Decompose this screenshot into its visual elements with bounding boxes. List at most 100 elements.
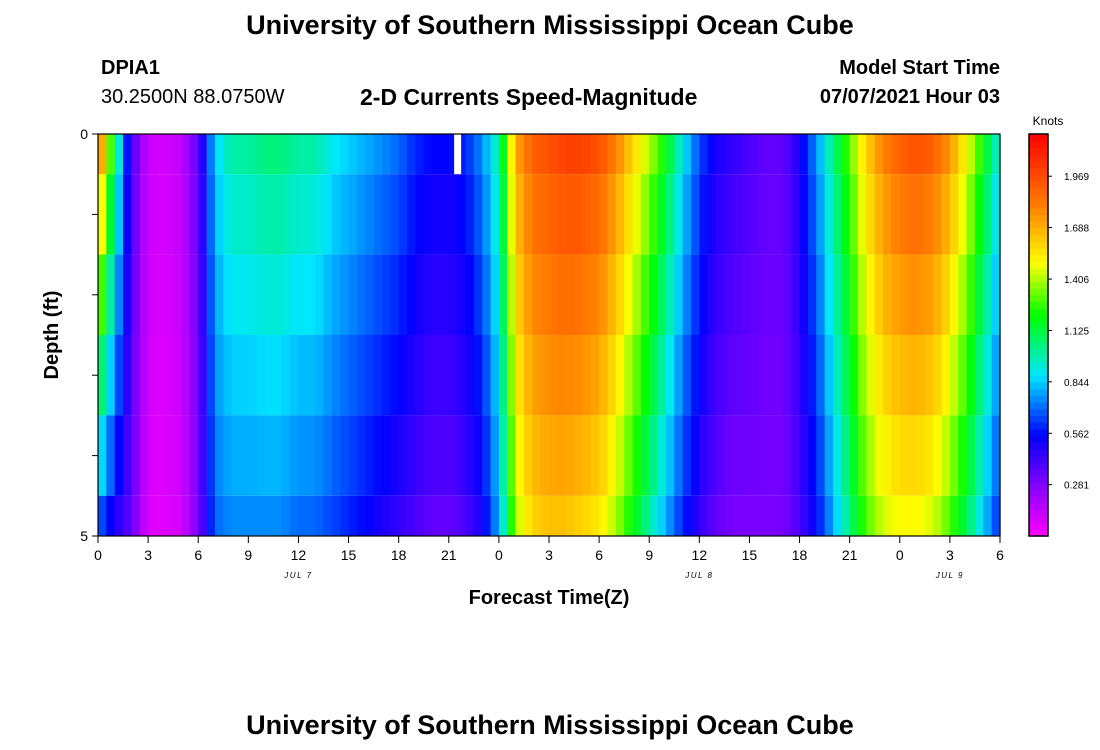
colorbar-segment [1029,214,1048,222]
heatmap-cell [632,335,642,416]
heatmap-cell [498,174,508,255]
heatmap-cell [323,254,333,335]
colorbar-segment [1029,462,1048,470]
heatmap-cell [690,335,700,416]
heatmap-cell [265,415,274,496]
heatmap-cell [181,174,191,255]
heatmap-cell [682,415,692,496]
heatmap-cell [398,335,408,416]
heatmap-cell [423,254,433,335]
heatmap-cell [640,495,650,536]
heatmap-cell [707,134,717,175]
heatmap-cell [883,495,893,536]
heatmap-cell [766,174,776,255]
heatmap-cell [690,174,700,255]
heatmap-cell [515,415,525,496]
heatmap-cell [574,415,584,496]
heatmap-cell [482,335,492,416]
heatmap-cell [106,254,116,335]
heatmap-cell [98,134,107,175]
heatmap-cell [381,254,391,335]
heatmap-cell [198,415,208,496]
heatmap-cell [791,415,801,496]
heatmap-cell [223,495,233,536]
heatmap-cell [131,415,141,496]
heatmap-cell [874,495,884,536]
heatmap-cell [248,495,258,536]
colorbar-segment [1029,489,1048,497]
colorbar-segment [1029,388,1048,396]
heatmap-cell [356,134,366,175]
colorbar-segment [1029,355,1048,363]
heatmap-cell [532,495,542,536]
heatmap-cell [457,134,467,175]
heatmap-cell [114,134,124,175]
heatmap-cell [390,335,400,416]
heatmap-cell [465,174,475,255]
heatmap-cell [340,134,350,175]
heatmap-cell [916,174,926,255]
heatmap-cell [507,495,517,536]
heatmap-cell [757,174,767,255]
heatmap-cell [457,415,467,496]
heatmap-cell [674,254,684,335]
heatmap-cell [290,254,300,335]
heatmap-cell [858,415,867,496]
heatmap-cell [649,335,659,416]
heatmap-cell [908,134,918,175]
heatmap-cell [841,134,851,175]
colorbar-segment [1029,321,1048,329]
heatmap-cell [231,134,241,175]
heatmap-cell [565,174,575,255]
heatmap-cell [958,254,968,335]
heatmap-cell [941,134,951,175]
heatmap-cell [908,415,918,496]
heatmap-cell [791,335,801,416]
heatmap-cell [949,134,959,175]
colorbar-segment [1029,422,1048,430]
colorbar-segment [1029,294,1048,303]
heatmap-cell [565,335,575,416]
heatmap-cell [448,415,458,496]
heatmap-cell [624,254,634,335]
heatmap-cell [690,254,700,335]
heatmap-cell [306,254,316,335]
heatmap-cell [607,174,617,255]
x-tick-label: 15 [742,547,758,563]
colorbar-segment [1029,442,1048,450]
colorbar-gradient [1029,134,1048,537]
heatmap-cell [590,415,600,496]
heatmap-cell [807,335,817,416]
heatmap-cell [507,174,517,255]
heatmap-cell [757,254,767,335]
heatmap-cell [983,335,993,416]
heatmap-cell [724,174,734,255]
heatmap-cell [749,335,759,416]
heatmap-cell [540,415,550,496]
heatmap-cell [156,254,166,335]
heatmap-cell [198,335,208,416]
heatmap-cell [866,495,876,536]
heatmap-cell [214,254,224,335]
heatmap-cell [181,415,191,496]
heatmap-cell [624,174,634,255]
heatmap-cell [657,415,667,496]
heatmap-cell [916,415,926,496]
heatmap-cell [933,495,943,536]
heatmap-cell [448,495,458,536]
heatmap-cell [365,335,375,416]
heatmap-cell [891,174,901,255]
colorbar-segment [1029,160,1048,169]
heatmap-cell [248,254,258,335]
heatmap-cell [816,335,826,416]
heatmap-cell [665,335,675,416]
heatmap-cell [365,415,375,496]
colorbar-segment [1029,522,1048,530]
colorbar-tick-label: 0.844 [1064,378,1089,389]
heatmap-cell [891,254,901,335]
heatmap-cell [749,174,759,255]
heatmap-cell [816,254,826,335]
colorbar-segment [1029,381,1048,390]
heatmap-cell [899,254,909,335]
heatmap-cell [239,254,249,335]
